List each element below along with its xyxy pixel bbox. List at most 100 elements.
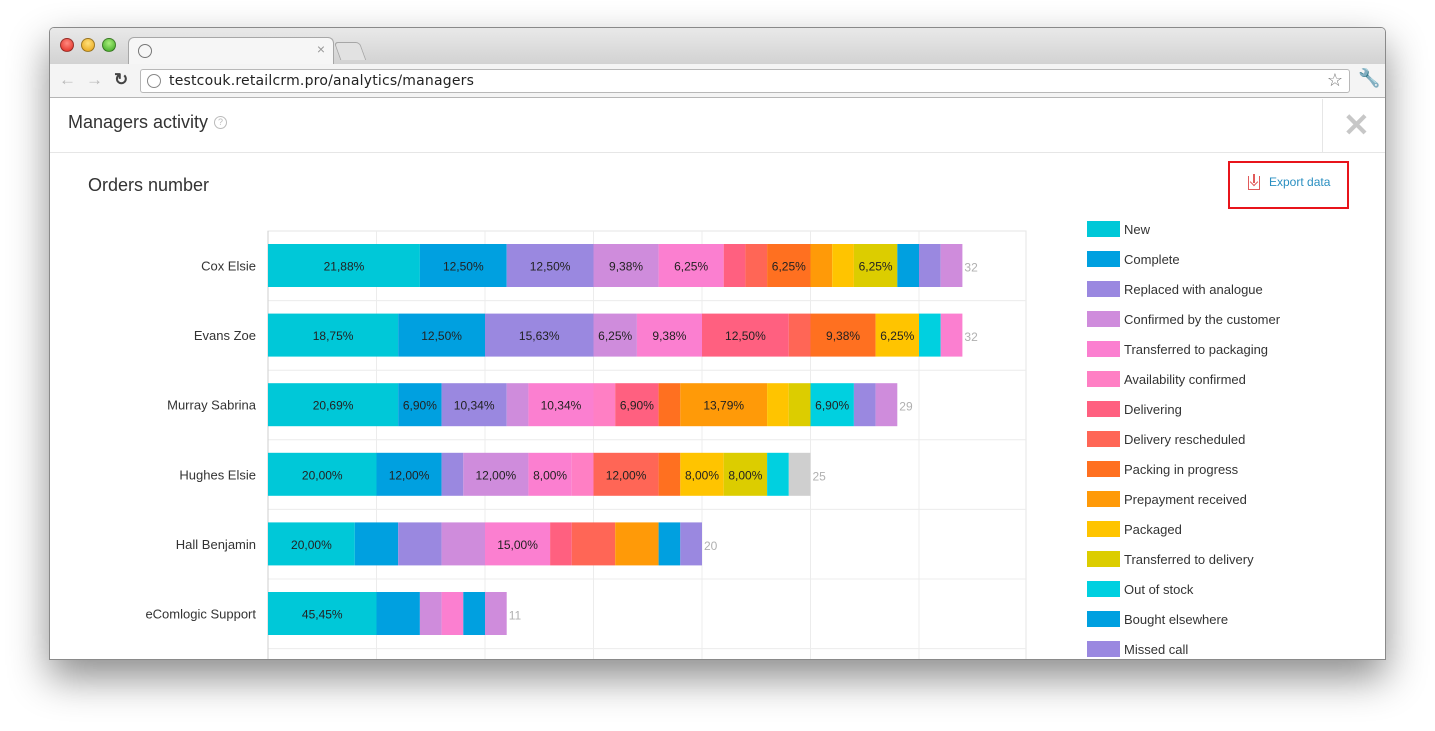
bar-segment: [463, 452, 529, 496]
back-arrow-icon[interactable]: ←: [59, 70, 76, 89]
bar-segment: [702, 313, 789, 357]
bar-segment: [810, 313, 876, 357]
legend-swatch: [1087, 251, 1120, 267]
segment-label: 10,34%: [454, 399, 495, 413]
zoom-window-button[interactable]: [102, 38, 116, 52]
export-data-label[interactable]: Export data: [1269, 175, 1331, 189]
export-data-button[interactable]: Export data: [1228, 161, 1349, 209]
bar-segment: [832, 244, 854, 287]
bar-segment: [441, 383, 507, 427]
close-panel-button[interactable]: ✕: [1322, 99, 1385, 153]
globe-icon: [138, 44, 152, 58]
segment-label: 12,50%: [443, 260, 484, 274]
bar-segment: [940, 313, 963, 357]
browser-toolbar: ← → ↻ testcouk.retailcrm.pro/analytics/m…: [50, 64, 1385, 98]
legend-swatch: [1087, 551, 1120, 567]
page-title-text: Managers activity: [68, 112, 209, 132]
close-icon[interactable]: ✕: [1343, 107, 1370, 143]
segment-label: 20,00%: [302, 468, 343, 482]
category-label: Evans Zoe: [194, 328, 256, 343]
bar-segment: [528, 452, 572, 496]
forward-arrow-icon[interactable]: →: [86, 70, 103, 89]
browser-titlebar: ×: [50, 28, 1385, 65]
bar-segment: [658, 452, 681, 496]
bar-segment: [441, 522, 485, 566]
bar-segment: [398, 383, 442, 427]
bar-segment: [398, 522, 442, 566]
bar-segment: [506, 383, 529, 427]
segment-label: 9,38%: [652, 329, 686, 343]
url-text[interactable]: testcouk.retailcrm.pro/analytics/manager…: [169, 73, 475, 89]
segment-label: 6,90%: [403, 399, 437, 413]
segment-label: 6,25%: [772, 260, 806, 274]
browser-tab[interactable]: ×: [128, 37, 334, 65]
reload-icon[interactable]: ↻: [114, 70, 129, 89]
bar-segment: [788, 452, 811, 496]
segment-label: 8,00%: [728, 468, 762, 482]
bar-segment: [376, 452, 442, 496]
wrench-icon[interactable]: 🔧: [1358, 68, 1381, 88]
question-circle-icon[interactable]: ?: [214, 116, 228, 129]
bar-segment: [658, 244, 724, 287]
bar-segment: [810, 244, 833, 287]
segment-label: 9,38%: [609, 260, 643, 274]
bar-segment: [897, 244, 919, 287]
new-tab-button[interactable]: [333, 42, 367, 60]
total-label: 32: [964, 261, 978, 275]
bar-segment: [593, 244, 659, 287]
legend-swatch: [1087, 461, 1120, 477]
tab-close-icon[interactable]: ×: [316, 41, 325, 57]
segment-label: 18,75%: [313, 329, 354, 343]
bar-segment: [268, 383, 399, 427]
bar-segment: [658, 522, 681, 566]
bar-segment: [875, 383, 898, 427]
globe-icon: [147, 74, 161, 88]
bar-segment: [680, 522, 702, 566]
browser-window: × ← → ↻ testcouk.retailcrm.pro/analytics…: [49, 27, 1386, 660]
category-label: Murray Sabrina: [167, 398, 257, 413]
legend-swatch: [1087, 281, 1120, 297]
bar-segment: [853, 383, 876, 427]
bar-segment: [268, 244, 420, 287]
segment-label: 6,25%: [880, 329, 914, 343]
bar-segment: [875, 313, 919, 357]
bar-segment: [658, 383, 681, 427]
close-window-button[interactable]: [60, 38, 74, 52]
bar-segment: [615, 522, 659, 566]
bar-segment: [723, 452, 768, 496]
bar-segment: [593, 313, 637, 357]
legend-swatch: [1087, 401, 1120, 417]
legend-label: Missed call: [1124, 642, 1189, 657]
segment-label: 6,25%: [674, 260, 708, 274]
bar-segment: [550, 522, 572, 566]
total-label: 20: [704, 539, 718, 553]
legend-label: Complete: [1124, 252, 1180, 267]
bar-segment: [354, 522, 399, 566]
segment-label: 6,90%: [620, 399, 654, 413]
bar-segment: [593, 383, 616, 427]
bar-segment: [485, 522, 551, 566]
segment-label: 21,88%: [324, 260, 365, 274]
segment-label: 20,69%: [313, 399, 354, 413]
segment-label: 15,00%: [497, 538, 538, 552]
legend-swatch: [1087, 311, 1120, 327]
bar-segment: [268, 592, 377, 635]
segment-label: 12,00%: [475, 468, 516, 482]
legend-swatch: [1087, 341, 1120, 357]
bar-segment: [853, 244, 898, 287]
bar-segment: [571, 522, 616, 566]
chart-title: Orders number: [88, 175, 210, 195]
bar-segment: [528, 383, 594, 427]
address-bar[interactable]: testcouk.retailcrm.pro/analytics/manager…: [140, 69, 1350, 93]
segment-label: 12,50%: [725, 329, 766, 343]
legend-label: New: [1124, 222, 1151, 237]
bar-segment: [268, 522, 355, 566]
segment-label: 6,25%: [598, 329, 632, 343]
legend-label: Bought elsewhere: [1124, 612, 1229, 627]
bar-segment: [268, 313, 399, 357]
legend-label: Out of stock: [1124, 582, 1194, 597]
bookmark-star-icon[interactable]: ☆: [1326, 70, 1343, 90]
minimize-window-button[interactable]: [81, 38, 95, 52]
bar-segment: [485, 592, 507, 635]
total-label: 32: [964, 330, 978, 344]
